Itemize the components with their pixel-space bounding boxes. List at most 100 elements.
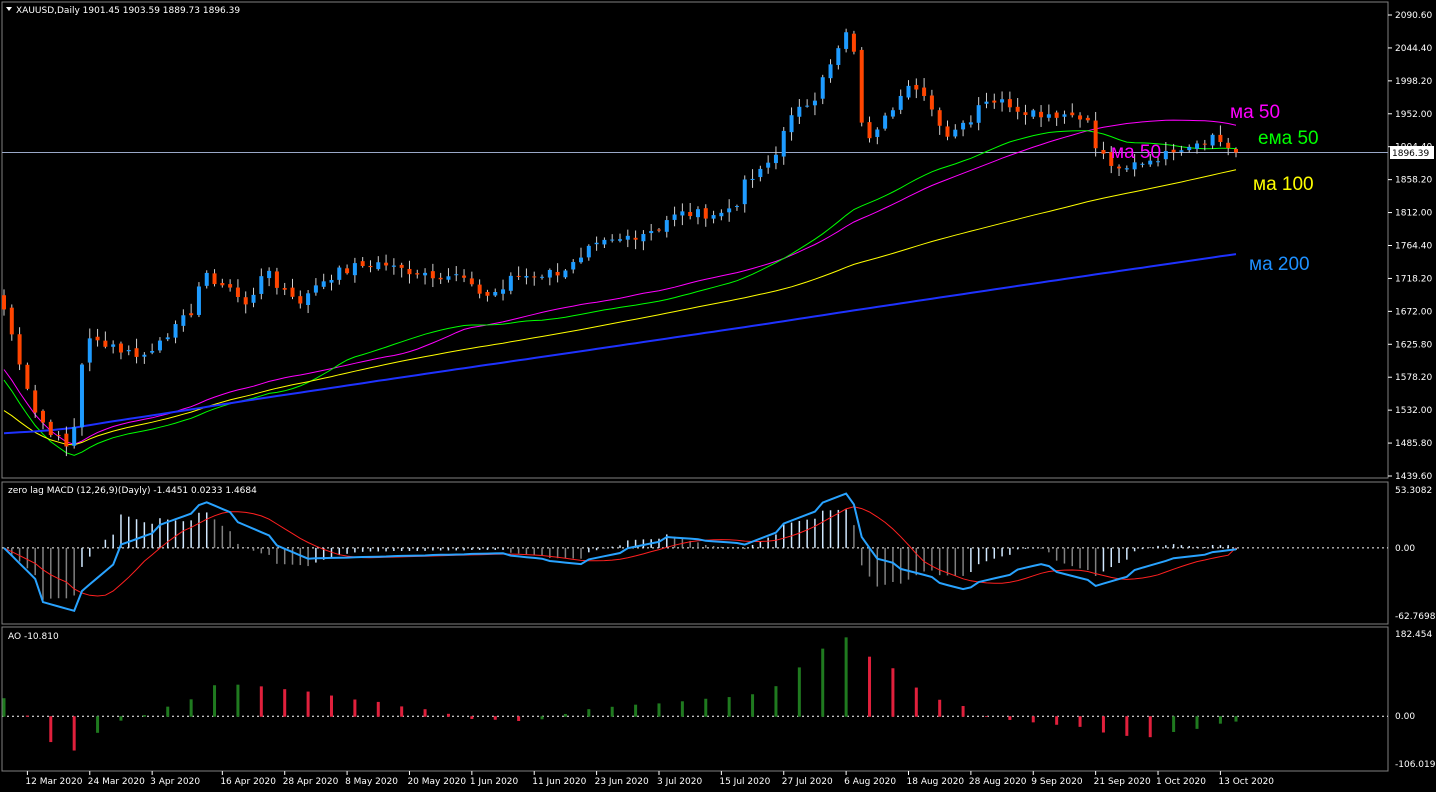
candle — [851, 30, 856, 55]
candle — [501, 279, 506, 301]
candle — [641, 230, 646, 251]
time-tick-label: 23 Jun 2020 — [595, 777, 649, 787]
candle-body — [274, 271, 279, 288]
price-axis-group: 2090.602044.401998.201952.001904.401858.… — [1388, 11, 1436, 770]
symbol-dropdown-icon[interactable] — [6, 7, 12, 11]
candle-body — [1093, 120, 1098, 149]
ao-bar — [446, 713, 450, 717]
price-tick-label: 2044.40 — [1395, 44, 1432, 54]
candle — [1109, 146, 1114, 174]
ao-bar — [142, 715, 146, 717]
candle-body — [984, 101, 989, 104]
candle — [586, 244, 591, 261]
candle-body — [438, 277, 443, 280]
candle — [633, 230, 638, 250]
ao-bar — [587, 709, 591, 717]
candle-body — [851, 33, 856, 52]
time-axis-group: 12 Mar 2020 24 Mar 2020 3 Apr 2020 16 Apr 2… — [25, 771, 1274, 787]
ao-bar — [1078, 716, 1082, 727]
candle-body — [758, 168, 763, 178]
ao-bar — [400, 706, 404, 717]
candle — [875, 127, 880, 145]
candle — [477, 279, 482, 299]
candle-body — [703, 208, 708, 219]
price-tick-label: 1532.00 — [1395, 406, 1432, 416]
current-price-tag — [1390, 146, 1434, 159]
candle — [945, 120, 950, 141]
ao-bar — [1195, 716, 1199, 729]
candle-body — [1148, 160, 1153, 165]
ao-bar — [329, 695, 333, 717]
candle-body — [805, 105, 810, 107]
symbol-header: XAUUSD,Daily 1901.45 1903.59 1889.73 189… — [16, 6, 240, 16]
candle-body — [376, 262, 381, 270]
candle-body — [79, 364, 84, 428]
candle-body — [719, 212, 724, 217]
ao-header: AO -10.810 — [8, 632, 59, 642]
time-tick-label: 28 Apr 2020 — [283, 777, 339, 787]
candle-body — [898, 95, 903, 110]
ao-bar — [797, 667, 801, 717]
candle — [1140, 162, 1145, 168]
price-tick-label: 1952.00 — [1395, 110, 1432, 120]
candle — [547, 268, 552, 286]
candle-body — [867, 122, 872, 139]
candle — [423, 268, 428, 285]
candle-body — [95, 336, 100, 341]
candle-body — [1023, 112, 1028, 115]
ao-bar — [868, 656, 872, 717]
candle — [750, 169, 755, 188]
candle — [25, 362, 30, 391]
candle — [1156, 157, 1161, 167]
candle — [734, 204, 739, 211]
candle — [922, 78, 927, 101]
candle-body — [1078, 115, 1083, 120]
candle-body — [532, 276, 537, 278]
candle — [79, 363, 84, 436]
candle — [1054, 110, 1059, 126]
candle-body — [173, 324, 178, 338]
candle — [485, 289, 490, 302]
candle — [126, 345, 131, 356]
time-tick-label: 12 Mar 2020 — [25, 777, 82, 787]
candle — [610, 234, 615, 243]
ma200-line — [3, 253, 1237, 435]
candle — [1234, 147, 1238, 158]
candle — [742, 175, 747, 213]
candle — [469, 271, 474, 287]
candle — [656, 228, 661, 233]
candle-body — [1171, 149, 1176, 153]
candle — [555, 263, 560, 283]
candle — [1117, 164, 1122, 177]
candle — [883, 112, 888, 131]
candles-group[interactable] — [2, 28, 1238, 457]
candle — [1070, 103, 1075, 118]
candle-body — [633, 237, 638, 240]
candle-body — [547, 269, 552, 278]
candle-body — [33, 390, 38, 413]
candle-body — [641, 234, 646, 242]
ao-bar — [470, 716, 474, 719]
candle-body — [1039, 111, 1044, 118]
candle-body — [477, 284, 482, 294]
time-tick-label: 20 May 2020 — [407, 777, 466, 787]
candle — [267, 267, 272, 287]
ema50-label: ема 50 — [1258, 128, 1319, 149]
candle — [360, 257, 365, 268]
candle — [274, 267, 279, 295]
candle — [976, 97, 981, 131]
candle-body — [789, 115, 794, 133]
candle-body — [368, 265, 373, 268]
ma200-label: ма 200 — [1249, 254, 1310, 275]
candle — [1078, 112, 1083, 128]
price-tick-label: 1812.00 — [1395, 209, 1432, 219]
candle-body — [111, 344, 116, 347]
ao-bar — [821, 648, 825, 717]
ao-bar — [938, 699, 942, 717]
candle — [1046, 104, 1051, 122]
candle — [1148, 153, 1153, 167]
candle — [508, 272, 513, 295]
candle-body — [1179, 150, 1184, 152]
candle — [407, 260, 412, 284]
